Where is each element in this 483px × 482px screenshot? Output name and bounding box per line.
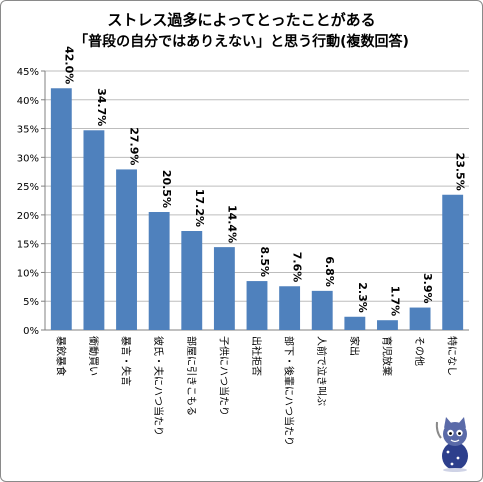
bar (181, 231, 203, 330)
category-label: 家出 (348, 336, 361, 356)
value-label: 17.2% (193, 189, 206, 227)
x-tick-labels: 暴飲暴食 衝動買い 暴言・失言 彼氏・夫にハつ当たり 部屋に引きこもる 子供にハつ当たり 出… (54, 336, 457, 446)
bar (311, 290, 333, 330)
value-label: 27.9% (128, 127, 141, 165)
value-label: 2.3% (356, 282, 369, 313)
category-label: 暴飲暴食 (54, 336, 67, 376)
category-label: 人前で泣き叫ぶ (315, 336, 328, 406)
bar (279, 286, 301, 330)
value-label: 42.0% (62, 46, 75, 84)
chart-subtitle: 「普段の自分ではありえない」と思う行動(複数回答) (74, 34, 409, 50)
value-labels: 42.0% 34.7% 27.9% 20.5% 17.2% 14.4% 8.5% 7.6% 6.… (62, 46, 466, 316)
y-tick-label: 45% (17, 67, 39, 78)
bar (442, 194, 464, 330)
category-label: 部屋に引きこもる (185, 336, 198, 416)
bar (246, 281, 268, 330)
category-label: その他 (413, 336, 426, 366)
value-label: 1.7% (388, 286, 401, 317)
bar (344, 316, 366, 330)
category-label: 暴言・失言 (120, 336, 133, 386)
y-tick-label: 20% (17, 211, 39, 222)
y-tick-label: 5% (23, 297, 39, 308)
bar (50, 88, 72, 331)
bar (409, 307, 431, 330)
bars (50, 88, 464, 331)
bar (83, 130, 105, 330)
value-label: 34.7% (95, 88, 108, 126)
cat-mascot-icon (435, 417, 468, 472)
y-tick-label: 35% (17, 125, 39, 136)
value-label: 7.6% (291, 252, 304, 283)
category-label: 衝動買い (87, 336, 100, 376)
category-label: 彼氏・夫にハつ当たり (152, 336, 165, 436)
gridlines (45, 70, 469, 302)
value-label: 8.5% (258, 247, 271, 278)
y-tick-label: 25% (17, 182, 39, 193)
value-label: 3.9% (421, 273, 434, 304)
bar (116, 169, 137, 330)
value-label: 20.5% (160, 170, 173, 208)
bar (213, 247, 235, 330)
category-label: 部下・後輩にハつ当たり (283, 336, 296, 446)
category-label: 子供にハつ当たり (217, 336, 230, 416)
y-tick-labels: 0% 5% 10% 15% 20% 25% 30% 35% 40% 45% (17, 67, 39, 337)
category-label: 出社拒否 (250, 336, 263, 376)
chart-title: ストレス過多によってとったことがある (107, 11, 376, 29)
value-label: 14.4% (225, 205, 238, 243)
y-tick-label: 30% (17, 153, 39, 164)
value-label: 6.8% (323, 256, 336, 287)
category-label: 育児放棄 (380, 336, 393, 376)
category-label: 特になし (446, 336, 458, 376)
y-tick-label: 40% (17, 96, 39, 107)
y-tick-label: 10% (17, 268, 39, 279)
bar (148, 212, 170, 330)
y-tick-label: 0% (23, 326, 39, 337)
y-tick-label: 15% (17, 240, 39, 251)
value-label: 23.5% (454, 153, 467, 191)
bar (377, 320, 398, 330)
